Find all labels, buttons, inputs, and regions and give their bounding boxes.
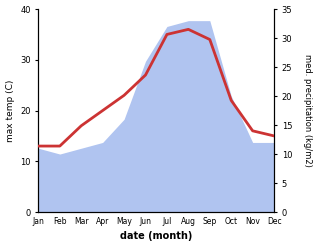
Y-axis label: max temp (C): max temp (C) <box>5 79 15 142</box>
X-axis label: date (month): date (month) <box>120 231 192 242</box>
Y-axis label: med. precipitation (kg/m2): med. precipitation (kg/m2) <box>303 54 313 167</box>
